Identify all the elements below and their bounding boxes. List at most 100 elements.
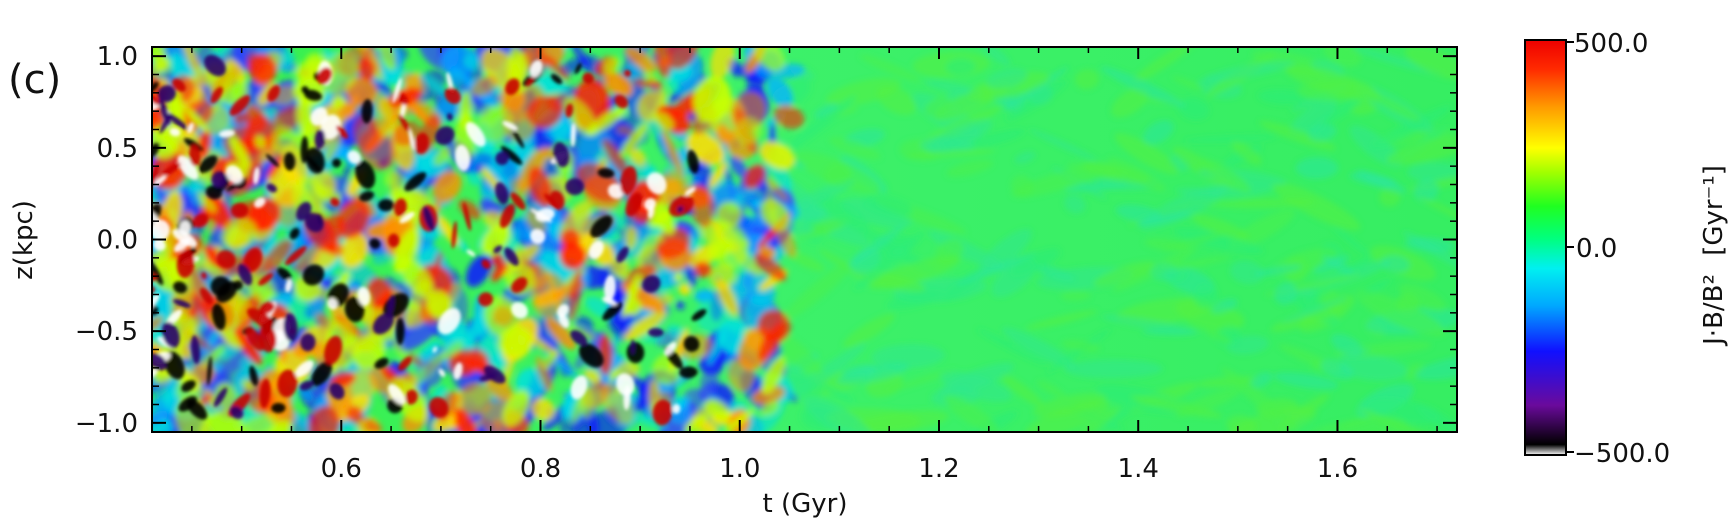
- field-structure: [616, 125, 634, 136]
- field-texture: [1229, 260, 1264, 285]
- field-extreme: [511, 301, 528, 319]
- field-structure: [262, 239, 293, 273]
- field-extreme: [192, 213, 209, 228]
- field-extreme: [453, 362, 463, 380]
- field-structure: [153, 131, 178, 147]
- field-structure: [764, 177, 789, 202]
- field-extreme: [394, 198, 407, 217]
- field-extreme: [177, 155, 199, 180]
- field-extreme: [359, 191, 375, 202]
- field-structure: [346, 405, 363, 423]
- x-tick-label: 1.4: [1118, 454, 1159, 484]
- field-extreme: [672, 403, 681, 414]
- field-structure: [184, 106, 209, 133]
- field-texture: [1169, 272, 1189, 285]
- field-extreme: [189, 144, 201, 167]
- field-texture: [813, 103, 838, 118]
- field-extreme: [311, 361, 333, 386]
- field-structure: [535, 356, 553, 393]
- y-tick-label: −1.0: [75, 409, 138, 439]
- field-structure: [560, 228, 581, 249]
- field-texture: [905, 149, 996, 158]
- field-extreme: [355, 160, 376, 189]
- field-structure: [609, 368, 619, 382]
- field-texture: [1350, 47, 1444, 76]
- field-texture: [1014, 151, 1036, 164]
- field-texture: [785, 178, 855, 213]
- field-extreme: [388, 384, 406, 405]
- field-extreme: [247, 308, 273, 327]
- field-texture: [1064, 359, 1163, 379]
- field-texture: [1339, 355, 1408, 381]
- field-texture: [886, 288, 944, 310]
- field-structure: [673, 272, 683, 282]
- field-extreme: [253, 166, 260, 185]
- field-extreme: [549, 190, 565, 210]
- field-structure: [234, 328, 263, 365]
- field-texture: [859, 54, 921, 82]
- field-texture: [1101, 315, 1197, 334]
- field-texture: [1273, 372, 1339, 390]
- field-structure: [629, 148, 646, 167]
- field-texture: [1320, 359, 1354, 380]
- field-extreme: [229, 95, 251, 116]
- axis-ticks: 0.6 0.8 1.0 1.2 1.4 1.6 1.0 0.5 0.0 −0.5 −1.0: [75, 42, 1457, 484]
- field-texture: [1144, 238, 1190, 252]
- field-structure: [655, 233, 664, 243]
- field-extreme: [306, 156, 322, 173]
- field-structure: [152, 419, 174, 432]
- field-extreme: [630, 339, 635, 355]
- field-structure: [266, 155, 284, 179]
- field-texture: [1386, 133, 1457, 165]
- field-extreme: [535, 208, 555, 222]
- field-extreme: [669, 195, 695, 217]
- field-texture: [1036, 380, 1066, 399]
- field-texture: [1061, 339, 1100, 352]
- field-structure: [585, 105, 628, 136]
- field-texture: [1193, 283, 1219, 308]
- field-extreme: [181, 380, 196, 393]
- field-structure: [766, 77, 793, 108]
- field-texture: [1356, 170, 1406, 193]
- field-structure: [708, 161, 728, 189]
- field-extreme: [259, 325, 277, 353]
- field-texture: [826, 78, 902, 106]
- field-structure: [406, 352, 424, 367]
- field-texture: [1211, 298, 1238, 314]
- field-structure: [716, 278, 738, 316]
- field-texture: [939, 362, 1014, 396]
- field-extreme: [466, 249, 476, 257]
- field-texture: [1107, 157, 1166, 192]
- field-extreme: [211, 171, 228, 188]
- field-structure: [313, 185, 340, 203]
- field-texture: [1173, 227, 1264, 255]
- field-texture: [979, 228, 1032, 275]
- field-structure: [603, 56, 620, 75]
- field-structure: [693, 76, 732, 123]
- field-structure: [254, 135, 266, 149]
- field-extreme: [444, 87, 461, 104]
- field-extreme: [258, 273, 274, 286]
- field-extreme: [265, 153, 280, 167]
- field-extreme: [347, 150, 361, 165]
- colorbar-title-unit: [Gyr⁻¹]: [1699, 165, 1729, 256]
- field-extreme: [623, 385, 631, 411]
- field-structure: [454, 407, 478, 432]
- field-structure: [744, 163, 765, 189]
- field-extreme: [378, 199, 394, 212]
- field-texture: [1219, 198, 1316, 209]
- field-texture: [968, 129, 1026, 148]
- field-extreme: [438, 368, 446, 377]
- field-structure: [559, 241, 586, 270]
- field-structure: [321, 51, 359, 95]
- field-structure: [662, 128, 683, 176]
- field-structure: [229, 135, 251, 169]
- field-extreme: [429, 397, 449, 418]
- field-extreme: [479, 373, 497, 382]
- field-extreme: [169, 127, 181, 137]
- field-structure: [215, 382, 237, 411]
- field-texture: [876, 85, 917, 116]
- field-structure: [395, 316, 440, 351]
- field-texture: [924, 96, 951, 117]
- field-extreme: [408, 127, 415, 151]
